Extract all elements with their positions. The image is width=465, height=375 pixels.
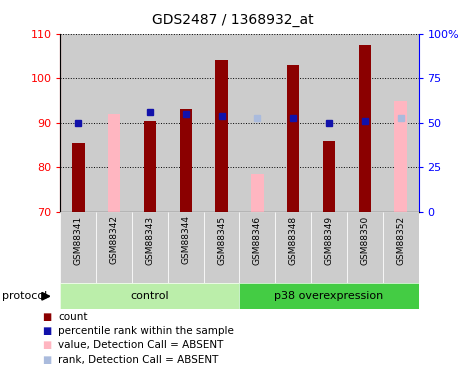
Bar (204, 34, 239, 212)
Bar (108, 114, 120, 212)
Text: GSM88341: GSM88341 (74, 215, 83, 265)
FancyBboxPatch shape (311, 212, 347, 283)
Bar (215, 60, 228, 212)
Text: ■: ■ (42, 355, 51, 364)
Text: GSM88344: GSM88344 (181, 215, 190, 264)
FancyBboxPatch shape (204, 212, 239, 283)
FancyBboxPatch shape (383, 212, 418, 283)
Bar (347, 34, 383, 212)
FancyBboxPatch shape (347, 212, 383, 283)
Text: GSM88350: GSM88350 (360, 215, 369, 265)
Text: GSM88352: GSM88352 (396, 215, 405, 265)
Text: ■: ■ (42, 326, 51, 336)
Bar (60, 34, 96, 212)
Bar (383, 34, 418, 212)
FancyBboxPatch shape (168, 212, 204, 283)
Text: control: control (131, 291, 169, 301)
Bar (287, 65, 299, 212)
Text: GSM88348: GSM88348 (289, 215, 298, 265)
Bar (251, 174, 264, 212)
Bar (144, 121, 156, 212)
Bar (323, 141, 335, 212)
Text: GSM88349: GSM88349 (325, 215, 333, 265)
Text: GDS2487 / 1368932_at: GDS2487 / 1368932_at (152, 13, 313, 27)
Bar (179, 110, 192, 212)
Bar (239, 34, 275, 212)
Bar (359, 45, 371, 212)
Text: ■: ■ (42, 340, 51, 350)
Text: rank, Detection Call = ABSENT: rank, Detection Call = ABSENT (58, 355, 219, 364)
Text: percentile rank within the sample: percentile rank within the sample (58, 326, 234, 336)
FancyBboxPatch shape (275, 212, 311, 283)
Bar (132, 34, 168, 212)
Text: p38 overexpression: p38 overexpression (274, 291, 384, 301)
Bar (96, 34, 132, 212)
Bar (275, 34, 311, 212)
Bar (72, 143, 85, 212)
Text: protocol: protocol (2, 291, 47, 301)
Bar (394, 100, 407, 212)
Text: GSM88342: GSM88342 (110, 215, 119, 264)
Text: value, Detection Call = ABSENT: value, Detection Call = ABSENT (58, 340, 224, 350)
FancyBboxPatch shape (132, 212, 168, 283)
Text: count: count (58, 312, 87, 322)
FancyBboxPatch shape (60, 212, 96, 283)
Text: GSM88346: GSM88346 (253, 215, 262, 265)
Bar (311, 34, 347, 212)
Text: GSM88345: GSM88345 (217, 215, 226, 265)
FancyBboxPatch shape (96, 212, 132, 283)
FancyBboxPatch shape (239, 212, 275, 283)
Text: GSM88343: GSM88343 (146, 215, 154, 265)
Text: ■: ■ (42, 312, 51, 322)
Bar (168, 34, 204, 212)
